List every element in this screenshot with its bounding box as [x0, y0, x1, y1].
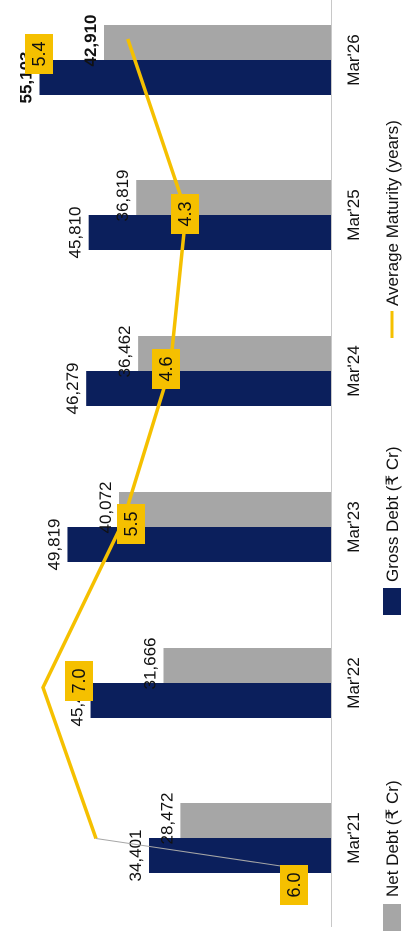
average-maturity-label-box — [280, 865, 308, 905]
gross-debt-bar — [88, 215, 331, 250]
gross-debt-data-label: 45,810 — [66, 207, 85, 259]
net-debt-data-label: 28,472 — [157, 793, 176, 845]
legend-label-net-debt: Net Debt (₹ Cr) — [383, 780, 402, 897]
legend: Net Debt (₹ Cr) Gross Debt (₹ Cr) Average … — [383, 120, 402, 931]
plot-area: 34,40128,472Mar'2145,45331,666Mar'2249,8… — [17, 0, 363, 927]
gross-debt-data-label: 46,279 — [63, 363, 82, 415]
average-maturity-label-box — [152, 349, 180, 389]
legend-swatch-net-debt — [383, 904, 401, 931]
average-maturity-data-label: 4.3 — [175, 201, 195, 226]
net-debt-data-label: 36,462 — [115, 326, 134, 378]
net-debt-bar — [119, 492, 331, 527]
net-debt-data-label: 42,910 — [81, 15, 100, 67]
net-debt-bar — [180, 803, 331, 838]
average-maturity-data-label: 6.0 — [284, 872, 304, 897]
net-debt-bar — [163, 648, 331, 683]
legend-label-gross-debt: Gross Debt (₹ Cr) — [383, 447, 402, 583]
gross-debt-bar — [149, 838, 331, 873]
net-debt-bar — [138, 336, 331, 371]
net-debt-bar — [136, 180, 331, 215]
category-tick-label: Mar'23 — [344, 501, 363, 552]
net-debt-data-label: 36,819 — [113, 170, 132, 222]
net-debt-data-label: 40,072 — [96, 482, 115, 534]
average-maturity-label-box — [65, 661, 93, 701]
gross-debt-bar — [39, 60, 332, 95]
legend-label-average-maturity: Average Maturity (years) — [383, 120, 402, 306]
average-maturity-data-label: 7.0 — [69, 668, 89, 693]
average-maturity-label-box — [117, 504, 145, 544]
average-maturity-data-label: 5.4 — [29, 41, 49, 66]
average-maturity-label-box — [171, 194, 199, 234]
category-tick-label: Mar'21 — [344, 812, 363, 863]
category-tick-label: Mar'24 — [344, 345, 363, 396]
category-tick-label: Mar'22 — [344, 657, 363, 708]
average-maturity-data-label: 5.5 — [121, 511, 141, 536]
gross-debt-bar — [86, 371, 331, 406]
average-maturity-data-label: 4.6 — [156, 356, 176, 381]
gross-debt-bar — [90, 683, 331, 718]
label-leader-line — [95, 838, 295, 869]
average-maturity-line — [41, 38, 188, 840]
net-debt-data-label: 31,666 — [140, 638, 159, 690]
rotated-chart-group: 34,40128,472Mar'2145,45331,666Mar'2249,8… — [17, 0, 402, 931]
legend-swatch-gross-debt — [383, 588, 401, 615]
gross-debt-data-label: 49,819 — [44, 519, 63, 571]
category-tick-label: Mar'25 — [344, 189, 363, 240]
net-debt-bar — [104, 25, 331, 60]
category-tick-label: Mar'26 — [344, 34, 363, 85]
gross-debt-data-label: 34,401 — [126, 830, 145, 882]
average-maturity-label-box — [25, 34, 53, 74]
